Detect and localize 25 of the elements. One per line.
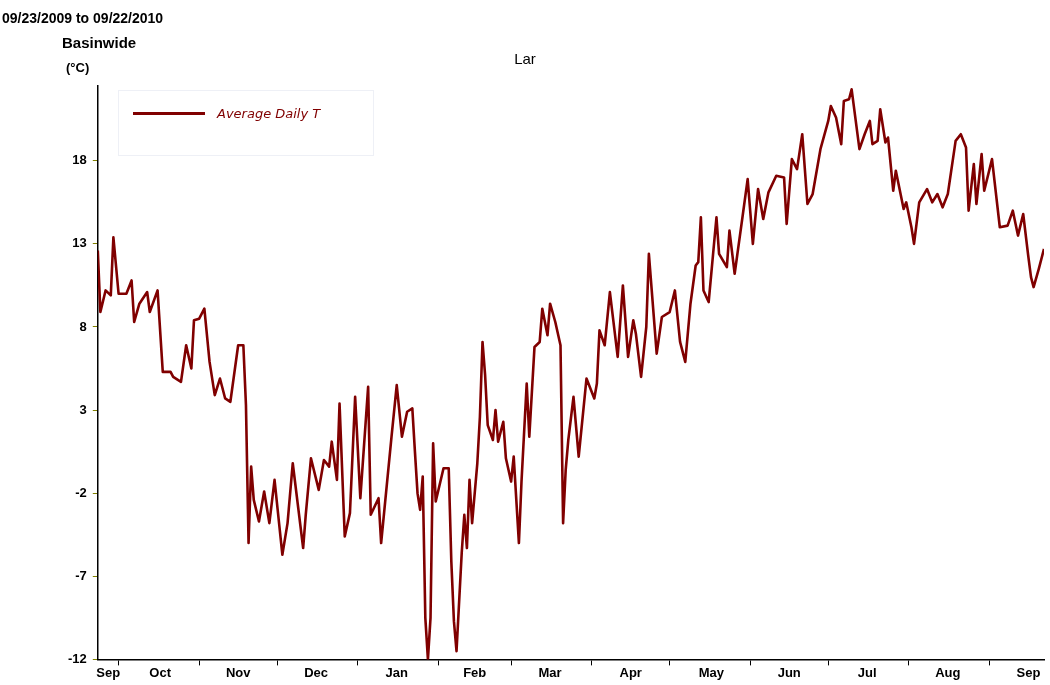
y-tick-label: -7 [75,567,87,583]
x-tick-label: Sep [1016,664,1041,680]
x-tick-label: Mar [538,664,562,680]
chart-title: Lar [514,50,536,67]
x-tick-label: Sep [96,664,121,680]
y-tick-label: -12 [67,650,87,666]
x-tick-label: Dec [304,664,329,680]
y-tick-label: -2 [75,484,87,500]
x-tick-label: Jun [777,664,801,680]
x-tick-label: Oct [149,664,172,680]
y-axis-title: (°C) [66,60,90,75]
text: Basinwide [62,34,137,51]
x-tick-label: Nov [225,664,252,680]
chart-subtitle: 09/23/2009 to 09/22/2010 [2,10,164,26]
x-tick-label: May [698,664,725,680]
legend-box: Average Daily T [118,90,374,156]
x-tick-label: Jul [857,664,877,680]
x-tick-label: Aug [935,664,961,680]
x-tick-label: Feb [463,664,487,680]
y-tick-label: 3 [79,401,87,417]
x-tick-label: Apr [619,664,642,680]
y-tick-label: 13 [72,235,87,251]
x-tick-label: Jan [385,664,408,680]
y-tick-label: 8 [79,318,87,334]
y-tick-label: 18 [72,152,87,168]
